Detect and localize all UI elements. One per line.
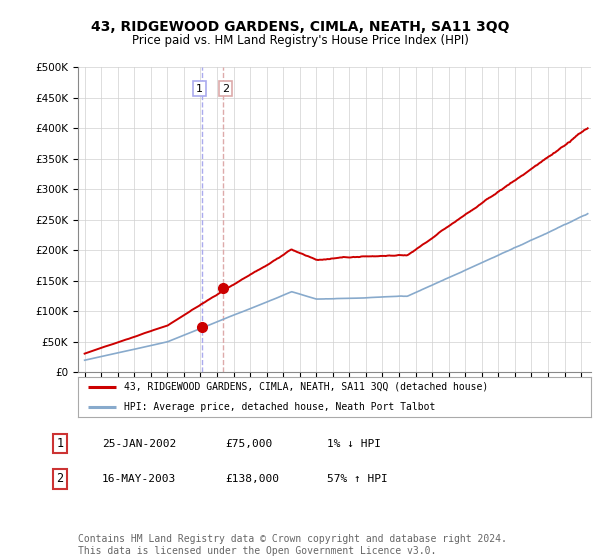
Text: Price paid vs. HM Land Registry's House Price Index (HPI): Price paid vs. HM Land Registry's House … — [131, 34, 469, 46]
Text: 57% ↑ HPI: 57% ↑ HPI — [327, 474, 388, 484]
Text: 43, RIDGEWOOD GARDENS, CIMLA, NEATH, SA11 3QQ (detached house): 43, RIDGEWOOD GARDENS, CIMLA, NEATH, SA1… — [124, 382, 488, 392]
Text: 2: 2 — [56, 472, 64, 486]
Text: HPI: Average price, detached house, Neath Port Talbot: HPI: Average price, detached house, Neat… — [124, 402, 436, 412]
Text: £75,000: £75,000 — [225, 438, 272, 449]
Text: 1: 1 — [196, 83, 203, 94]
Text: 16-MAY-2003: 16-MAY-2003 — [102, 474, 176, 484]
Text: 43, RIDGEWOOD GARDENS, CIMLA, NEATH, SA11 3QQ: 43, RIDGEWOOD GARDENS, CIMLA, NEATH, SA1… — [91, 20, 509, 34]
Text: 25-JAN-2002: 25-JAN-2002 — [102, 438, 176, 449]
Text: 1% ↓ HPI: 1% ↓ HPI — [327, 438, 381, 449]
Text: Contains HM Land Registry data © Crown copyright and database right 2024.
This d: Contains HM Land Registry data © Crown c… — [78, 534, 507, 556]
Text: 1: 1 — [56, 437, 64, 450]
Text: £138,000: £138,000 — [225, 474, 279, 484]
Text: 2: 2 — [222, 83, 229, 94]
